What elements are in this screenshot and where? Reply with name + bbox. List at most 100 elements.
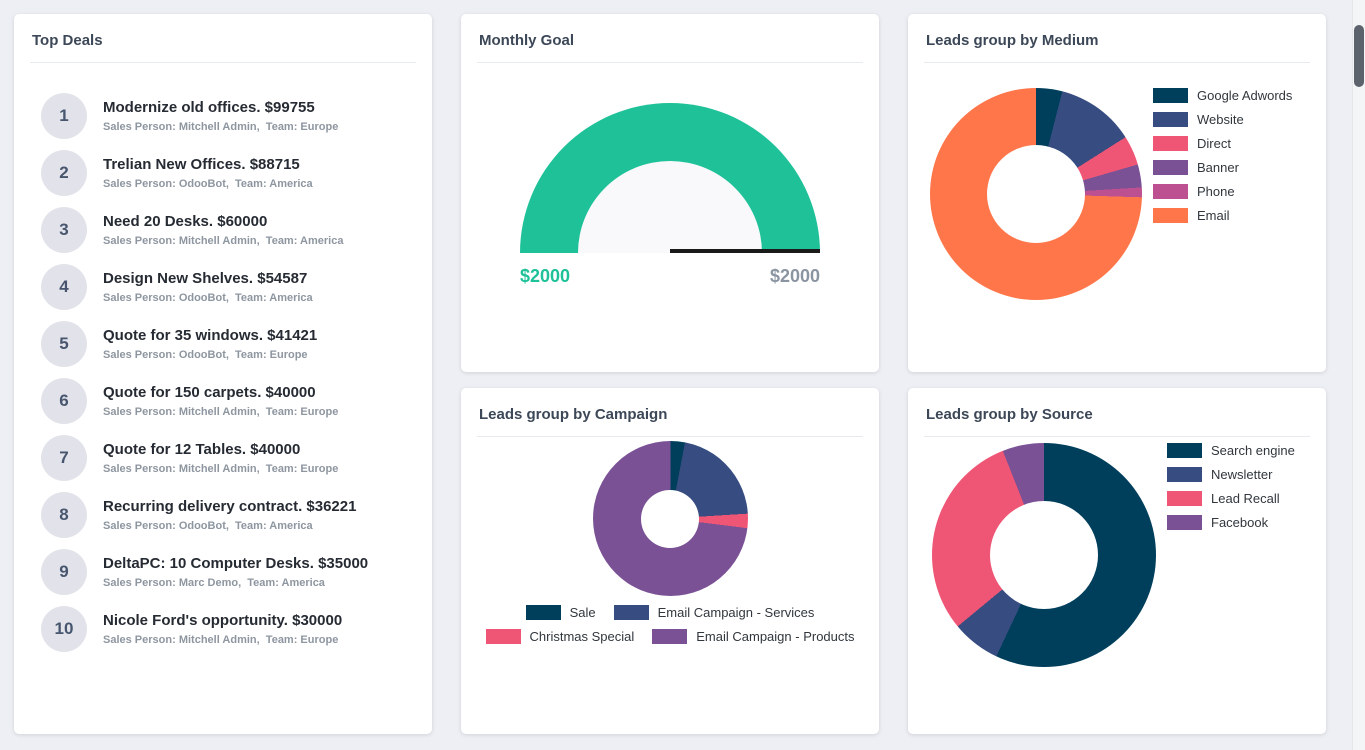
deal-rank-badge: 8 [41,492,87,538]
deal-row[interactable]: 7 Quote for 12 Tables. $40000 Sales Person… [41,435,416,481]
gauge-min-label: $2000 [520,266,571,286]
deal-title: Modernize old offices. $99755 [103,99,315,116]
legend-swatch [652,629,688,644]
deal-subtitle: Sales Person: Mitchell Admin, Team: Euro… [103,634,339,646]
legend-item[interactable]: Sale [525,605,596,620]
monthly-goal-gauge[interactable] [520,103,820,253]
deal-subtitle: Sales Person: Mitchell Admin, Team: Euro… [103,121,339,133]
top-deals-list: 1 Modernize old offices. $99755 Sales Pers… [30,63,416,652]
legend-item[interactable]: Lead Recall [1167,491,1295,506]
legend-label: Search engine [1211,443,1295,458]
deal-row[interactable]: 3 Need 20 Desks. $60000 Sales Person: Mitc… [41,207,416,253]
legend-item[interactable]: Google Adwords [1153,88,1292,103]
top-deals-card: Top Deals 1 Modernize old offices. $99755… [14,14,432,734]
deal-rank-badge: 6 [41,378,87,424]
deal-title: Need 20 Desks. $60000 [103,213,268,230]
legend-label: Sale [569,605,596,620]
deal-rank-badge: 10 [41,606,87,652]
legend-swatch [613,605,649,620]
leads-by-campaign-card: Leads group by Campaign Sale Email Campai… [461,388,879,734]
leads-by-medium-card: Leads group by Medium Google Adwords Webs… [908,14,1326,372]
scrollbar-thumb[interactable] [1354,25,1364,87]
deal-row[interactable]: 4 Design New Shelves. $54587 Sales Person:… [41,264,416,310]
legend-swatch [1153,184,1188,199]
legend-label: Email Campaign - Products [696,629,855,644]
deal-row[interactable]: 5 Quote for 35 windows. $41421 Sales Perso… [41,321,416,367]
legend-label: Google Adwords [1197,88,1293,103]
deal-row[interactable]: 9 DeltaPC: 10 Computer Desks. $35000 Sales… [41,549,416,595]
deal-subtitle: Sales Person: OdooBot, Team: Europe [103,349,308,361]
deal-title: Nicole Ford's opportunity. $30000 [103,612,343,629]
deal-subtitle: Sales Person: OdooBot, Team: America [103,292,313,304]
legend-swatch [1153,208,1188,223]
leads-by-source-card: Leads group by Source Search engine Newsl… [908,388,1326,734]
legend-swatch [1153,112,1188,127]
legend-label: Email [1197,208,1230,223]
legend-swatch [1167,491,1202,506]
deal-rank-badge: 1 [41,93,87,139]
legend-swatch [1153,136,1188,151]
legend-swatch [1167,515,1202,530]
deal-row[interactable]: 8 Recurring delivery contract. $36221 Sale… [41,492,416,538]
gauge-max-label: $2000 [769,266,820,286]
scrollbar[interactable] [1352,0,1365,750]
deal-title: Trelian New Offices. $88715 [103,156,300,173]
legend-label: Lead Recall [1211,491,1280,506]
deal-rank-badge: 4 [41,264,87,310]
deal-row[interactable]: 10 Nicole Ford's opportunity. $30000 Sales… [41,606,416,652]
deal-row[interactable]: 1 Modernize old offices. $99755 Sales Pers… [41,93,416,139]
legend-item[interactable]: Christmas Special [485,629,635,644]
legend-item[interactable]: Newsletter [1167,467,1295,482]
deal-title: DeltaPC: 10 Computer Desks. $35000 [103,555,369,572]
deal-rank-badge: 7 [41,435,87,481]
legend-label: Phone [1197,184,1235,199]
deal-row[interactable]: 2 Trelian New Offices. $88715 Sales Person… [41,150,416,196]
legend-swatch [1167,443,1202,458]
donut-hole [641,489,699,548]
legend-swatch [1153,88,1188,103]
deal-row[interactable]: 6 Quote for 150 carpets. $40000 Sales Pers… [41,378,416,424]
monthly-goal-card: Monthly Goal $2000 $2000 [461,14,879,372]
deal-rank-badge: 9 [41,549,87,595]
legend-label: Email Campaign - Services [657,605,815,620]
legend-item[interactable]: Direct [1153,136,1292,151]
legend-item[interactable]: Phone [1153,184,1292,199]
legend-item[interactable]: Email Campaign - Services [613,605,815,620]
deal-title: Recurring delivery contract. $36221 [103,498,357,515]
leads-by-campaign-title: Leads group by Campaign [477,402,863,437]
leads-source-legend: Search engine Newsletter Lead Recall Facebo… [1167,443,1295,530]
legend-swatch [1167,467,1202,482]
leads-by-medium-title: Leads group by Medium [924,28,1310,63]
legend-label: Banner [1197,160,1239,175]
deal-rank-badge: 3 [41,207,87,253]
deal-title: Quote for 35 windows. $41421 [103,327,318,344]
deal-subtitle: Sales Person: OdooBot, Team: America [103,520,313,532]
leads-medium-donut[interactable] [930,88,1142,300]
deal-subtitle: Sales Person: Mitchell Admin, Team: Euro… [103,406,339,418]
legend-label: Facebook [1211,515,1269,530]
legend-item[interactable]: Search engine [1167,443,1295,458]
deal-subtitle: Sales Person: Mitchell Admin, Team: Euro… [103,463,339,475]
gauge-needle [670,249,820,253]
deal-title: Quote for 12 Tables. $40000 [103,441,301,458]
legend-swatch [485,629,521,644]
leads-source-donut[interactable] [932,443,1156,667]
top-deals-title: Top Deals [30,28,416,63]
deal-subtitle: Sales Person: Marc Demo, Team: America [103,577,325,589]
legend-item[interactable]: Email [1153,208,1292,223]
legend-label: Christmas Special [529,629,635,644]
donut-hole [987,145,1085,243]
legend-item[interactable]: Facebook [1167,515,1295,530]
legend-item[interactable]: Banner [1153,160,1292,175]
deal-rank-badge: 2 [41,150,87,196]
legend-label: Website [1197,112,1244,127]
legend-label: Newsletter [1211,467,1273,482]
right-column: Leads group by Medium Google Adwords Webs… [908,14,1326,734]
middle-column: Monthly Goal $2000 $2000 Leads group by … [461,14,879,734]
deal-title: Quote for 150 carpets. $40000 [103,384,316,401]
legend-item[interactable]: Email Campaign - Products [652,629,855,644]
leads-medium-legend: Google Adwords Website Direct Banner Phone Em… [1153,88,1292,223]
legend-item[interactable]: Website [1153,112,1292,127]
leads-campaign-donut[interactable] [592,441,748,596]
deal-subtitle: Sales Person: Mitchell Admin, Team: Amer… [103,235,344,247]
